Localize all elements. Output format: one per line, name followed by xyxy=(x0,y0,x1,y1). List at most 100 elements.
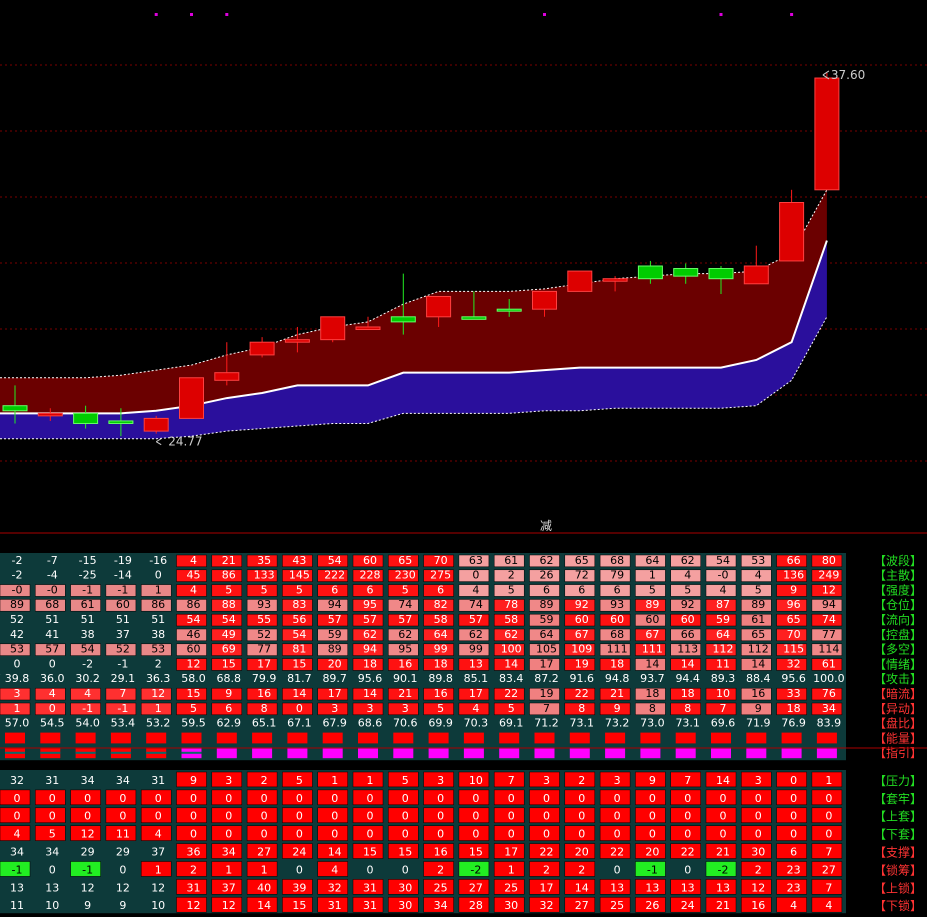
indicator-cell xyxy=(352,702,384,716)
indicator-cell xyxy=(564,771,596,788)
indicator-value: 31 xyxy=(45,774,59,787)
indicator-value: 60 xyxy=(116,598,130,611)
indicator-cell xyxy=(388,628,419,642)
indicator-value: 5 xyxy=(684,583,691,596)
indicator-value: 36 xyxy=(187,846,201,859)
indicator-value: 0 xyxy=(402,863,409,876)
energy-bar xyxy=(287,747,308,759)
indicator-value: 16 xyxy=(398,657,412,670)
indicator-cell xyxy=(388,554,419,568)
indicator-cell xyxy=(458,807,490,823)
candle-body xyxy=(461,316,487,320)
indicator-cell xyxy=(705,771,737,788)
indicator-cell xyxy=(529,643,560,656)
indicator-cell xyxy=(246,771,278,788)
indicator-cell xyxy=(741,628,772,642)
indicator-value: 89 xyxy=(10,598,24,611)
indicator-cell xyxy=(458,658,490,671)
indicator-cell xyxy=(211,843,243,859)
indicator-cell xyxy=(564,599,596,612)
indicator-cell xyxy=(599,825,631,841)
indicator-cell xyxy=(564,789,596,806)
indicator-value: 7 xyxy=(119,687,126,700)
indicator-value: 5 xyxy=(437,702,444,715)
indicator-value: 111 xyxy=(607,643,628,656)
indicator-cell xyxy=(317,687,348,701)
candle-body xyxy=(37,412,63,417)
indicator-value: 8 xyxy=(684,702,691,715)
indicator-value: 69.6 xyxy=(711,717,736,730)
indicator-cell xyxy=(599,599,631,612)
indicator-value: 54.5 xyxy=(40,717,65,730)
indicator-cell xyxy=(564,628,596,642)
indicator-cell xyxy=(70,643,101,656)
band-lower-fill xyxy=(0,240,827,439)
indicator-cell xyxy=(670,897,701,913)
indicator-cell xyxy=(458,584,490,597)
indicator-value: 0 xyxy=(578,810,585,823)
indicator-cell xyxy=(105,687,137,701)
indicator-value: 86 xyxy=(187,598,201,611)
indicator-cell xyxy=(529,584,560,597)
indicator-value: 51 xyxy=(151,613,165,626)
indicator-cell xyxy=(317,897,348,913)
indicator-cell xyxy=(599,643,631,656)
indicator-value: 86 xyxy=(151,598,165,611)
signal-marker xyxy=(719,13,723,16)
indicator-value: 6 xyxy=(225,702,232,715)
indicator-value: 0 xyxy=(190,828,197,841)
indicator-cell xyxy=(458,599,490,612)
indicator-value: 1 xyxy=(508,863,515,876)
indicator-value: 95 xyxy=(363,598,377,611)
indicator-cell xyxy=(282,771,313,788)
indicator-cell xyxy=(529,771,560,788)
min-arrow-icon xyxy=(155,438,162,446)
indicator-value: 28 xyxy=(469,899,483,912)
indicator-cell xyxy=(388,789,419,806)
indicator-value: 25 xyxy=(504,881,518,894)
indicator-value: 64 xyxy=(645,554,659,567)
indicator-value: 15 xyxy=(363,846,377,859)
indicator-value: 37 xyxy=(116,628,130,641)
indicator-cell xyxy=(388,687,419,701)
band-mid-line xyxy=(0,240,828,415)
indicator-cell xyxy=(776,861,807,877)
indicator-cell xyxy=(705,687,737,701)
indicator-value: 114 xyxy=(818,643,839,656)
indicator-value: 7 xyxy=(825,846,832,859)
indicator-value: 61 xyxy=(751,613,765,626)
indicator-value: 54 xyxy=(328,554,342,567)
indicator-value: 0 xyxy=(684,828,691,841)
indicator-cell xyxy=(705,569,737,582)
indicator-value: 31 xyxy=(151,774,165,787)
energy-bar xyxy=(322,747,343,759)
candle-body xyxy=(602,278,628,282)
row-label: 【强度】 xyxy=(874,582,922,597)
indicator-cell xyxy=(670,771,701,788)
indicator-cell xyxy=(599,789,631,806)
indicator-value: 53 xyxy=(751,554,765,567)
energy-bar xyxy=(605,747,626,759)
indicator-cell xyxy=(35,702,66,716)
energy-bar-stripe xyxy=(181,751,202,754)
indicator-cell xyxy=(282,643,313,656)
energy-bar xyxy=(534,732,555,744)
indicator-value: 34 xyxy=(116,774,130,787)
indicator-cell xyxy=(670,687,701,701)
signal-marker xyxy=(543,13,546,16)
indicator-value: 64 xyxy=(716,628,730,641)
indicator-value: 51 xyxy=(116,613,130,626)
indicator-value: 10 xyxy=(469,774,483,787)
indicator-value: 25 xyxy=(610,899,624,912)
indicator-cell xyxy=(176,628,207,642)
indicator-cell xyxy=(317,771,348,788)
indicator-value: 37 xyxy=(222,881,236,894)
indicator-cell xyxy=(599,628,631,642)
indicator-cell xyxy=(0,789,31,806)
candle-body xyxy=(567,270,593,292)
indicator-value: 92 xyxy=(681,598,695,611)
indicator-value: 6 xyxy=(614,583,621,596)
indicator-value: 73.1 xyxy=(570,717,595,730)
indicator-cell xyxy=(211,825,243,841)
indicator-value: 55 xyxy=(257,613,271,626)
